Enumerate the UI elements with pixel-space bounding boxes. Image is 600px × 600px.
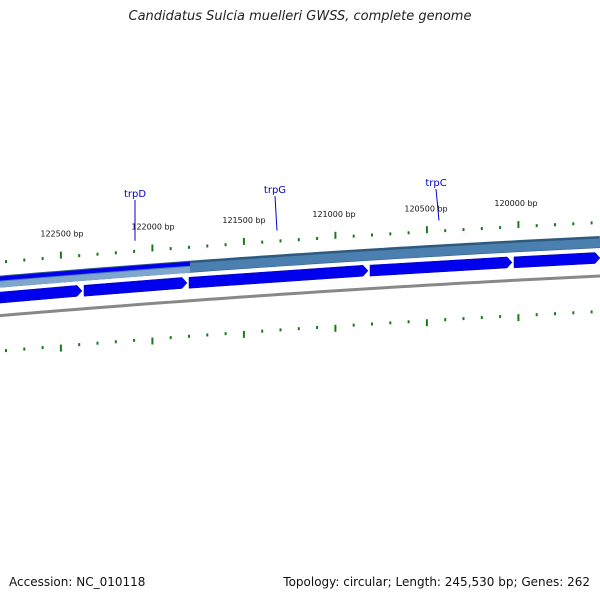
gene-label-layer: trpD trpG trpC [124, 178, 447, 241]
accession-text: Accession: NC_010118 [9, 575, 146, 589]
gene-arrow [188, 264, 369, 289]
gene-label: trpC [425, 178, 446, 189]
gene-leader-line [274, 195, 278, 231]
ruler-label: 120000 bp [494, 199, 537, 208]
gene-label: trpD [124, 189, 146, 200]
gene-leader-line [435, 188, 440, 221]
inner-ring [0, 274, 600, 318]
ruler-label: 121500 bp [222, 216, 265, 225]
tick-layer [5, 221, 593, 353]
gene-label: trpG [264, 185, 286, 196]
outer-band-highlight [0, 266, 191, 288]
ruler-label: 121000 bp [312, 210, 355, 219]
ruler-label: 122500 bp [40, 230, 83, 239]
gene-arrow [513, 252, 600, 269]
ruler-label-layer: 122500 bp 122000 bp 121500 bp 121000 bp 1205… [40, 199, 537, 238]
outer-band-layer [0, 236, 600, 288]
gene-layer [0, 252, 600, 304]
gene-strip [0, 261, 191, 281]
map-title: Candidatus Sulcia muelleri GWSS, complet… [128, 9, 472, 24]
gene-arrow [83, 277, 188, 297]
inner-ring-layer [0, 274, 600, 318]
genome-summary-text: Topology: circular; Length: 245,530 bp; … [283, 575, 590, 589]
gene-arrow [0, 285, 83, 304]
ruler-label: 120500 bp [404, 204, 447, 213]
gene-arrow [369, 256, 513, 277]
ruler-label: 122000 bp [131, 222, 174, 231]
